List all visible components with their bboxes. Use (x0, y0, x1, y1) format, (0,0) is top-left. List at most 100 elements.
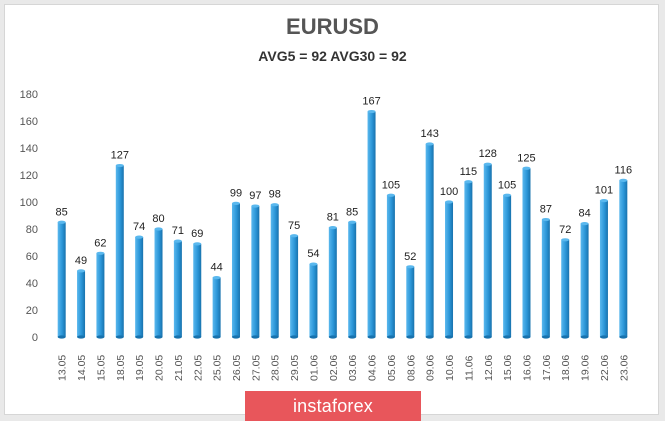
y-tick-label: 40 (26, 278, 38, 290)
bar-base (77, 335, 86, 339)
x-tick-label: 01.06 (308, 355, 320, 381)
bar-base (115, 335, 124, 339)
bar (599, 200, 608, 337)
bar-base (541, 335, 550, 339)
bar-top-cap (154, 227, 163, 231)
data-label: 97 (249, 190, 261, 202)
bar-base (386, 335, 395, 339)
bar-top-cap (464, 180, 473, 184)
chart-title: EURUSD (286, 14, 379, 39)
data-label: 80 (152, 213, 164, 225)
x-tick-label: 16.06 (521, 355, 533, 381)
data-label: 100 (440, 186, 458, 198)
bar (503, 195, 512, 337)
bar-top-cap (231, 201, 240, 205)
x-tick-label: 10.06 (444, 355, 456, 381)
data-label: 105 (498, 179, 516, 191)
bar-series (57, 109, 628, 339)
bar-base (464, 335, 473, 339)
data-label: 49 (75, 255, 87, 267)
bar-base (483, 335, 492, 339)
x-tick-label: 25.05 (212, 355, 224, 381)
x-tick-label: 09.06 (425, 355, 437, 381)
data-label: 81 (327, 212, 339, 224)
chart-subtitle: AVG5 = 92 AVG30 = 92 (258, 48, 407, 64)
bar-base (561, 335, 570, 339)
y-tick-label: 120 (20, 170, 38, 182)
x-tick-label: 15.05 (95, 355, 107, 381)
bar (561, 239, 570, 337)
bar (522, 168, 531, 337)
bar (77, 270, 86, 337)
x-tick-label: 18.05 (115, 355, 127, 381)
data-label: 72 (559, 224, 571, 236)
bar-top-cap (328, 226, 337, 230)
data-label: 127 (111, 150, 129, 162)
bar-base (251, 335, 260, 339)
bar-top-cap (290, 234, 299, 238)
bar-base (290, 335, 299, 339)
bar (619, 180, 628, 337)
bar-top-cap (386, 193, 395, 197)
bar-base (367, 335, 376, 339)
bar-base (231, 335, 240, 339)
bar-top-cap (406, 265, 415, 269)
bar-top-cap (367, 109, 376, 114)
data-label: 98 (269, 189, 281, 201)
data-label: 99 (230, 187, 242, 199)
bar (231, 203, 240, 337)
bar-base (96, 335, 105, 339)
bar-top-cap (348, 220, 357, 224)
bar-top-cap (522, 166, 531, 170)
bar-base (135, 335, 144, 339)
x-tick-label: 19.05 (134, 355, 146, 381)
bar (309, 264, 318, 337)
bar (367, 111, 376, 337)
bar-top-cap (309, 262, 318, 266)
x-tick-label: 02.06 (328, 355, 340, 381)
y-tick-label: 180 (20, 89, 38, 101)
data-label: 128 (479, 148, 497, 160)
bar (270, 204, 279, 337)
data-label: 62 (94, 237, 106, 249)
y-tick-label: 140 (20, 143, 38, 155)
x-tick-label: 08.06 (405, 355, 417, 381)
bar-top-cap (96, 251, 105, 255)
bar-base (173, 335, 182, 339)
data-label: 69 (191, 228, 203, 240)
y-tick-label: 80 (26, 224, 38, 236)
instaforex-watermark: instaforex (245, 391, 421, 421)
bar-base (580, 335, 589, 339)
data-label: 71 (172, 225, 184, 237)
data-label: 44 (210, 262, 222, 274)
bar (483, 164, 492, 337)
bar (57, 222, 66, 337)
bar-base (445, 335, 454, 339)
bar (115, 165, 124, 337)
data-label: 116 (615, 164, 633, 176)
bar-top-cap (115, 163, 124, 168)
bar-base (619, 335, 628, 339)
bar-base (154, 335, 163, 339)
bar (154, 229, 163, 337)
data-label: 125 (517, 152, 535, 164)
x-tick-label: 11.06 (463, 355, 475, 381)
x-tick-label: 29.05 (289, 355, 301, 381)
bar-base (57, 335, 66, 339)
bar-top-cap (212, 276, 221, 280)
bar-base (503, 335, 512, 339)
bar-base (309, 335, 318, 339)
x-tick-label: 17.06 (541, 355, 553, 381)
x-tick-label: 22.06 (599, 355, 611, 381)
bar (425, 143, 434, 337)
bar-top-cap (135, 235, 144, 239)
bar (328, 227, 337, 337)
bar (541, 219, 550, 337)
bar (348, 222, 357, 337)
bar-top-cap (619, 178, 628, 182)
bar-base (328, 335, 337, 339)
data-label: 84 (578, 208, 590, 220)
x-tick-label: 20.05 (154, 355, 166, 381)
bar-top-cap (270, 203, 279, 207)
